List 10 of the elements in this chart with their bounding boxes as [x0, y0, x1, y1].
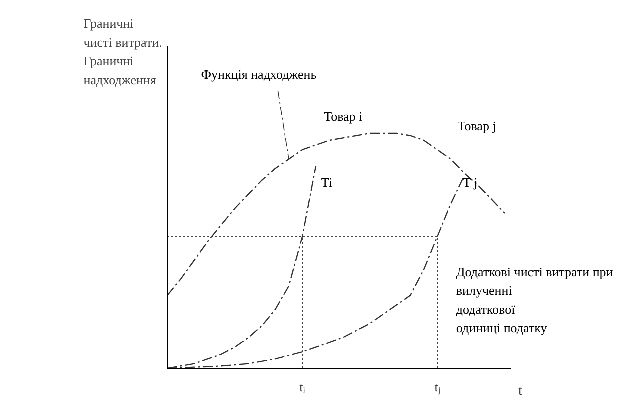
annotation: Додаткові чисті витрати при вилученні додаткової одиниці податку: [456, 264, 614, 336]
series-label: T j: [463, 174, 478, 190]
text: Товар j: [458, 118, 496, 134]
text: Функція надходжень: [201, 66, 317, 82]
x-tick-label: tᵢ: [300, 380, 306, 394]
x-tick-label: tⱼ: [434, 380, 440, 396]
x-axis-title: t: [518, 384, 522, 400]
text: Товар i: [324, 109, 364, 124]
series-label: Ti: [321, 174, 333, 190]
y-axis-title: Граничні чисті витрати. Граничні надходження: [84, 16, 162, 88]
